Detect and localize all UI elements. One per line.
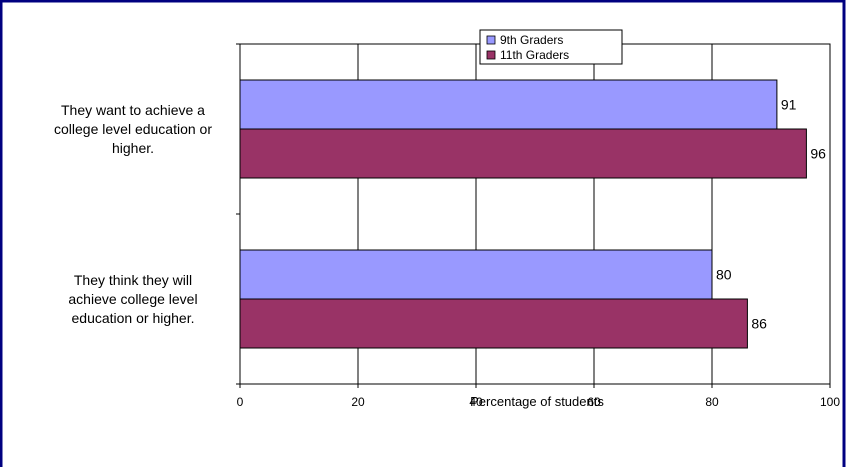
x-tick-label: 40: [469, 395, 483, 409]
bar-9th-graders-1: [239, 249, 713, 300]
y-axis-ticks: [236, 43, 240, 385]
legend-swatch-9th-graders: [486, 35, 496, 45]
data-label: 91: [781, 97, 797, 113]
x-tick-label: 0: [237, 395, 244, 409]
x-tick-label: 80: [705, 395, 719, 409]
data-labels: 91 96 80 86: [716, 97, 826, 332]
category-label: They think they will achieve college leve…: [68, 272, 197, 326]
x-axis-ticks: 0 20 40 60 80 100: [237, 384, 840, 409]
category-labels: They want to achieve a college level educ…: [54, 102, 212, 326]
category-label: They want to achieve a college level educ…: [54, 102, 212, 156]
bar-11th-graders-0: [239, 128, 807, 179]
data-label: 80: [716, 267, 732, 283]
data-label: 96: [810, 146, 826, 162]
legend-box: [479, 29, 623, 65]
bars: [239, 79, 807, 349]
data-label: 86: [751, 316, 767, 332]
legend-label-9th-graders: 9th Graders: [500, 33, 563, 47]
x-tick-label: 20: [351, 395, 365, 409]
legend: 9th Graders 11th Graders: [479, 29, 623, 65]
legend-label-11th-graders: 11th Graders: [500, 48, 569, 62]
x-tick-label: 100: [820, 395, 840, 409]
bar-11th-graders-1: [239, 298, 748, 349]
x-tick-label: 60: [587, 395, 601, 409]
bar-9th-graders-0: [239, 79, 778, 130]
x-axis-label: Percentage of students: [470, 394, 604, 409]
legend-swatch-11th-graders: [486, 50, 496, 60]
